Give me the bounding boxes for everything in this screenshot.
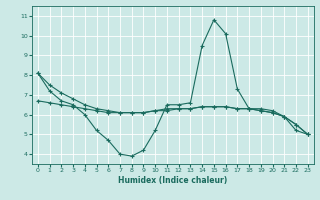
X-axis label: Humidex (Indice chaleur): Humidex (Indice chaleur) bbox=[118, 176, 228, 185]
